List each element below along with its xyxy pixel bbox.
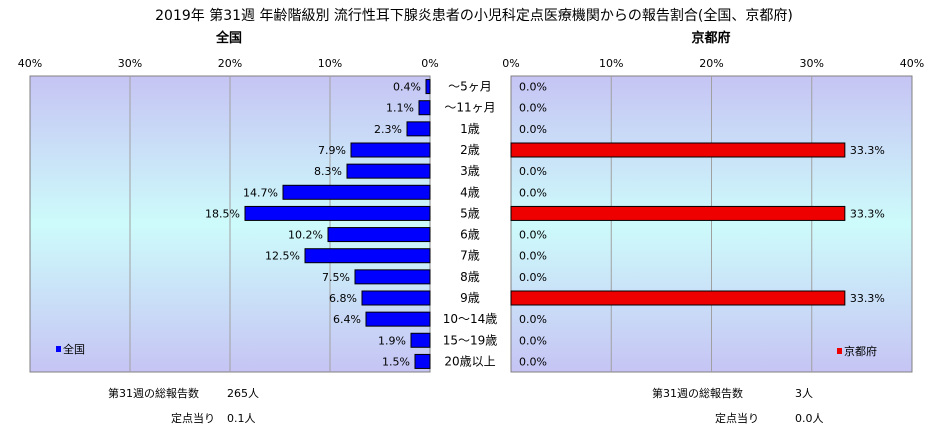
category-label: 5歳 bbox=[460, 206, 480, 220]
category-label: 3歳 bbox=[460, 164, 480, 178]
category-labels: ～5ヶ月 ～11ヶ月 1歳 2歳 3歳 4歳 5歳 6歳 7歳 8歳 9歳 10～14歳 15～19歳 2… bbox=[443, 80, 498, 369]
kyoto-legend-swatch bbox=[837, 348, 842, 354]
kyoto-value-label: 0.0% bbox=[519, 355, 547, 368]
gridlines bbox=[129, 76, 813, 372]
national-total-label: 第31週の総報告数 bbox=[108, 386, 199, 400]
national-bar bbox=[425, 79, 431, 95]
national-bar bbox=[346, 163, 431, 179]
category-label: 15～19歳 bbox=[443, 333, 498, 347]
kyoto-value-label: 0.0% bbox=[519, 250, 547, 263]
kyoto-legend-label: 京都府 bbox=[844, 344, 877, 358]
kyoto-value-label: 0.0% bbox=[519, 123, 547, 136]
national-panel-title: 全国 bbox=[215, 30, 242, 46]
national-bar bbox=[406, 121, 431, 137]
kyoto-total-value: 3人 bbox=[795, 387, 813, 400]
kyoto-value-label: 0.0% bbox=[519, 165, 547, 178]
national-tick-label: 20% bbox=[218, 57, 242, 70]
national-bar bbox=[304, 248, 431, 264]
national-value-label: 1.5% bbox=[382, 355, 410, 368]
kyoto-legend: 京都府 bbox=[837, 344, 877, 358]
kyoto-per-value: 0.0人 bbox=[795, 412, 824, 425]
national-bar bbox=[410, 332, 431, 348]
national-bar bbox=[361, 290, 431, 306]
national-value-label: 7.9% bbox=[318, 144, 346, 157]
kyoto-value-label: 33.3% bbox=[850, 207, 885, 220]
kyoto-total-label: 第31週の総報告数 bbox=[652, 386, 743, 400]
national-value-label: 7.5% bbox=[322, 271, 350, 284]
national-value-label: 6.8% bbox=[329, 292, 357, 305]
kyoto-value-label: 0.0% bbox=[519, 81, 547, 94]
kyoto-value-label: 0.0% bbox=[519, 229, 547, 242]
kyoto-value-label: 0.0% bbox=[519, 102, 547, 115]
kyoto-tick-label: 40% bbox=[900, 57, 924, 70]
national-footer: 第31週の総報告数 265人 定点当り 0.1人 bbox=[108, 386, 259, 425]
kyoto-value-label: 0.0% bbox=[519, 186, 547, 199]
kyoto-tick-label: 30% bbox=[800, 57, 824, 70]
kyoto-value-label: 0.0% bbox=[519, 271, 547, 284]
national-tick-label: 0% bbox=[421, 57, 438, 70]
national-legend-label: 全国 bbox=[63, 342, 85, 356]
national-bar bbox=[327, 227, 431, 243]
national-total-value: 265人 bbox=[227, 387, 259, 400]
kyoto-value-label: 33.3% bbox=[850, 144, 885, 157]
category-label: 8歳 bbox=[460, 270, 480, 284]
kyoto-bar bbox=[510, 142, 846, 158]
national-bar bbox=[354, 269, 431, 285]
kyoto-tick-label: 20% bbox=[699, 57, 723, 70]
national-value-label: 1.1% bbox=[386, 102, 414, 115]
category-label: ～5ヶ月 bbox=[448, 80, 492, 94]
national-tick-label: 30% bbox=[118, 57, 142, 70]
category-label: 9歳 bbox=[460, 291, 480, 305]
kyoto-tick-label: 0% bbox=[502, 57, 519, 70]
category-label: ～11ヶ月 bbox=[444, 101, 495, 115]
national-value-label: 10.2% bbox=[288, 229, 323, 242]
axis-tick-labels: 40% 30% 20% 10% 0% 0% 10% 20% 30% 40% bbox=[18, 57, 924, 70]
category-label: 1歳 bbox=[460, 122, 480, 136]
value-labels: 0.4% 0.0% 1.1% 0.0% 2.3% 0.0% 7.9% 33.3% 8.3% 0.0… bbox=[205, 81, 885, 369]
national-bar bbox=[414, 353, 431, 369]
kyoto-value-label: 33.3% bbox=[850, 292, 885, 305]
national-per-label: 定点当り bbox=[171, 411, 215, 425]
kyoto-panel-title: 京都府 bbox=[691, 30, 730, 46]
national-bar bbox=[365, 311, 431, 327]
kyoto-bar bbox=[510, 205, 846, 221]
kyoto-footer: 第31週の総報告数 3人 定点当り 0.0人 bbox=[652, 386, 824, 425]
category-label: 20歳以上 bbox=[444, 354, 495, 368]
kyoto-value-label: 0.0% bbox=[519, 334, 547, 347]
national-tick-label: 40% bbox=[18, 57, 42, 70]
bars bbox=[244, 79, 846, 369]
national-value-label: 8.3% bbox=[314, 165, 342, 178]
national-legend: 全国 bbox=[56, 342, 85, 356]
national-per-value: 0.1人 bbox=[227, 412, 256, 425]
category-label: 2歳 bbox=[460, 143, 480, 157]
national-value-label: 0.4% bbox=[393, 81, 421, 94]
national-tick-label: 10% bbox=[318, 57, 342, 70]
category-label: 7歳 bbox=[460, 249, 480, 263]
national-value-label: 18.5% bbox=[205, 207, 240, 220]
category-label: 10～14歳 bbox=[443, 312, 498, 326]
kyoto-value-label: 0.0% bbox=[519, 313, 547, 326]
national-value-label: 12.5% bbox=[265, 250, 300, 263]
national-legend-swatch bbox=[56, 346, 61, 352]
national-value-label: 14.7% bbox=[243, 186, 278, 199]
national-value-label: 2.3% bbox=[374, 123, 402, 136]
national-bar bbox=[418, 100, 431, 116]
national-value-label: 6.4% bbox=[333, 313, 361, 326]
national-value-label: 1.9% bbox=[378, 334, 406, 347]
kyoto-tick-label: 10% bbox=[599, 57, 623, 70]
kyoto-bar bbox=[510, 290, 846, 306]
national-bar bbox=[244, 205, 431, 221]
national-bar bbox=[282, 184, 431, 200]
category-label: 6歳 bbox=[460, 228, 480, 242]
category-label: 4歳 bbox=[460, 185, 480, 199]
kyoto-per-label: 定点当り bbox=[715, 411, 759, 425]
national-bar bbox=[350, 142, 431, 158]
chart-title: 2019年 第31週 年齢階級別 流行性耳下腺炎患者の小児科定点医療機関からの報… bbox=[155, 7, 793, 24]
